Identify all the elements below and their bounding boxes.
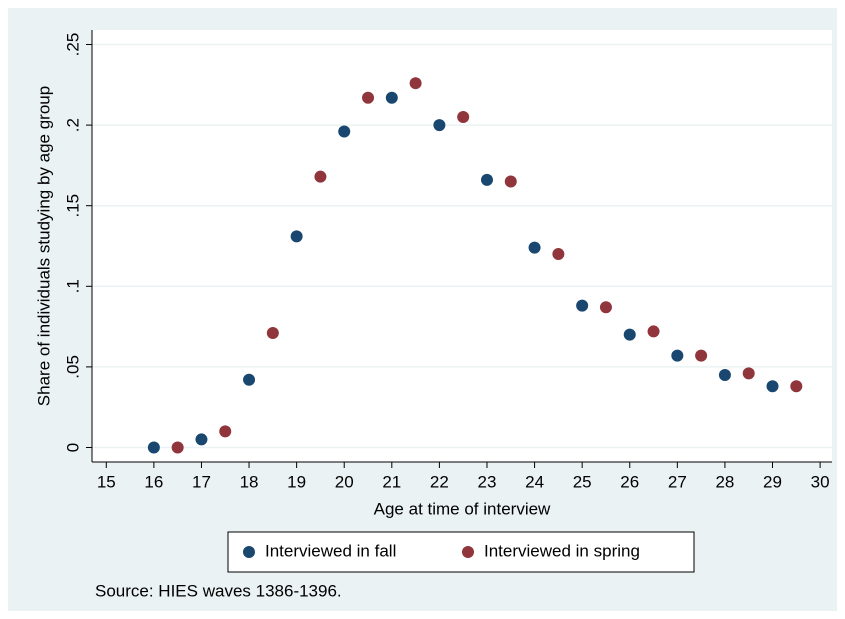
x-tick-label: 24	[525, 472, 544, 491]
point	[790, 380, 803, 393]
point	[599, 301, 612, 314]
legend-label: Interviewed in fall	[265, 541, 396, 560]
point	[742, 367, 755, 380]
x-tick-label: 15	[97, 472, 116, 491]
x-tick-label: 28	[715, 472, 734, 491]
x-tick-label: 21	[382, 472, 401, 491]
y-tick-label: .15	[63, 194, 82, 218]
point	[457, 111, 470, 124]
y-tick-label: .25	[63, 33, 82, 57]
x-tick-label: 29	[763, 472, 782, 491]
point	[266, 327, 279, 340]
x-tick-label: 26	[620, 472, 639, 491]
point	[290, 230, 303, 243]
point	[385, 91, 398, 104]
point	[219, 425, 232, 438]
x-tick-label: 25	[573, 472, 592, 491]
x-tick-label: 17	[192, 472, 211, 491]
point	[504, 175, 517, 188]
point	[623, 328, 636, 341]
point	[314, 170, 327, 183]
plot-region	[92, 30, 832, 462]
legend-label: Interviewed in spring	[484, 541, 640, 560]
x-tick-label: 20	[335, 472, 354, 491]
x-tick-label: 22	[430, 472, 449, 491]
point	[695, 349, 708, 362]
point	[576, 299, 589, 312]
point	[171, 441, 184, 454]
x-tick-label: 30	[811, 472, 830, 491]
point	[766, 380, 779, 393]
y-axis-title: Share of individuals studying by age gro…	[34, 86, 53, 406]
point	[671, 349, 684, 362]
y-tick-label: .2	[63, 118, 82, 132]
point	[147, 441, 160, 454]
point	[409, 77, 422, 90]
legend-marker	[462, 546, 474, 558]
point	[480, 173, 493, 186]
point	[243, 373, 256, 386]
x-tick-label: 23	[478, 472, 497, 491]
x-axis-title: Age at time of interview	[374, 499, 551, 518]
point	[647, 325, 660, 338]
source-note: Source: HIES waves 1386-1396.	[95, 581, 342, 600]
point	[195, 433, 208, 446]
point	[552, 248, 565, 261]
point	[433, 119, 446, 132]
point	[528, 241, 541, 254]
x-tick-label: 16	[144, 472, 163, 491]
x-tick-label: 18	[240, 472, 259, 491]
y-tick-label: .05	[63, 355, 82, 379]
point	[718, 368, 731, 381]
x-tick-label: 27	[668, 472, 687, 491]
y-tick-label: 0	[63, 443, 82, 452]
y-tick-label: .1	[63, 279, 82, 293]
legend-box	[227, 531, 695, 573]
legend-marker	[243, 546, 255, 558]
x-tick-label: 19	[287, 472, 306, 491]
point	[362, 91, 375, 104]
point	[338, 125, 351, 138]
